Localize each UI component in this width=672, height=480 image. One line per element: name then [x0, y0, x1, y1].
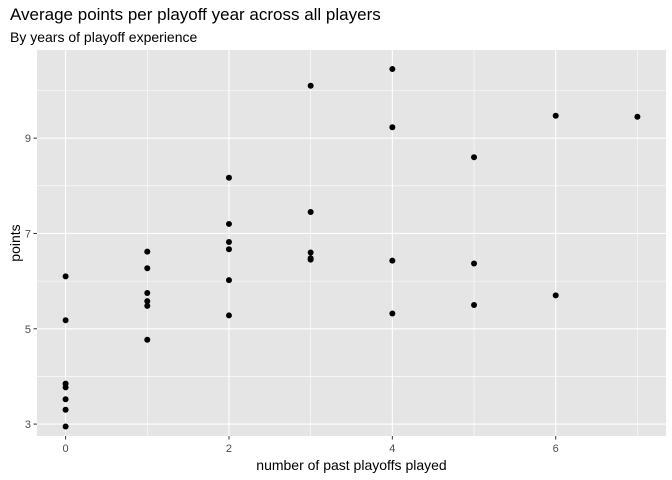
x-axis-ticks: 0 2 4 6 [63, 436, 559, 455]
data-point [634, 113, 641, 120]
x-tick-label: 6 [553, 443, 559, 455]
data-point [389, 310, 396, 317]
data-point [144, 290, 151, 297]
data-point [144, 336, 151, 343]
data-point [552, 292, 559, 299]
y-tick-label: 5 [25, 324, 31, 336]
data-point [471, 154, 478, 161]
data-point [389, 257, 396, 264]
data-point [62, 380, 69, 387]
x-tick-label: 0 [63, 443, 69, 455]
x-axis-title: number of past playoffs played [256, 457, 446, 473]
data-point [225, 239, 232, 246]
data-point [62, 423, 69, 430]
y-axis-ticks: 3 5 7 9 [25, 133, 37, 431]
data-point [307, 82, 314, 89]
data-point [552, 112, 559, 119]
chart-subtitle: By years of playoff experience [10, 29, 198, 45]
y-tick-label: 9 [25, 133, 31, 145]
data-point [144, 265, 151, 272]
data-point [225, 312, 232, 319]
y-axis-title: points [7, 224, 23, 261]
data-point [225, 220, 232, 227]
x-tick-label: 2 [226, 443, 232, 455]
y-tick-label: 3 [25, 419, 31, 431]
data-point [471, 260, 478, 267]
data-point [307, 255, 314, 262]
data-point [307, 209, 314, 216]
data-point [144, 302, 151, 309]
data-point [389, 66, 396, 73]
data-point [389, 124, 396, 131]
y-tick-label: 7 [25, 228, 31, 240]
data-point [144, 248, 151, 255]
data-points [62, 66, 641, 430]
minor-gridlines [37, 50, 666, 436]
data-point [62, 273, 69, 280]
data-point [62, 396, 69, 403]
data-point [225, 246, 232, 253]
data-point [307, 249, 314, 256]
data-point [62, 406, 69, 413]
plot-panel [37, 50, 666, 436]
data-point [225, 174, 232, 181]
data-point [144, 298, 151, 305]
data-point [62, 317, 69, 324]
chart-title: Average points per playoff year across a… [10, 5, 381, 24]
data-point [225, 277, 232, 284]
data-point [471, 301, 478, 308]
x-tick-label: 4 [389, 443, 395, 455]
